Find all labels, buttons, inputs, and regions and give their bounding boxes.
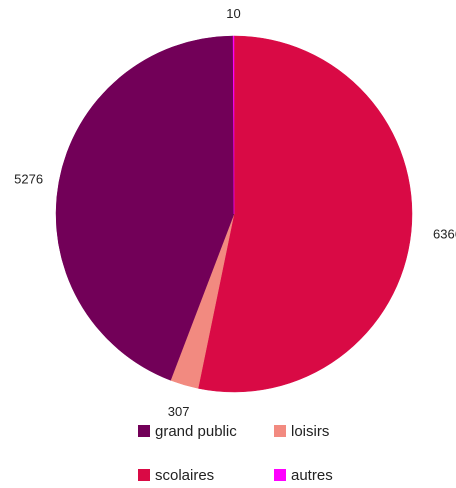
legend-item-autres: autres [274, 467, 333, 484]
data-label-autres: 10 [226, 6, 240, 21]
legend-label-autres: autres [291, 467, 333, 484]
legend-label-loisirs: loisirs [291, 423, 329, 440]
legend-label-grand-public: grand public [155, 423, 237, 440]
pie-slice-autres [232, 35, 235, 215]
data-label-grand-public: 5276 [14, 171, 43, 186]
legend-item-scolaires: scolaires [138, 467, 214, 484]
legend-swatch-autres [274, 469, 286, 481]
data-label-loisirs: 307 [168, 404, 190, 419]
legend: grand public loisirs scolaires autres [138, 423, 333, 484]
legend-item-grand-public: grand public [138, 423, 237, 440]
legend-item-loisirs: loisirs [274, 423, 329, 440]
pie-slice-grand-public [55, 35, 235, 381]
legend-swatch-scolaires [138, 469, 150, 481]
pie-slices [55, 35, 413, 393]
data-labels: 6366 307 5276 10 [14, 6, 456, 419]
data-label-scolaires: 6366 [433, 226, 456, 241]
pie-slice-scolaires [197, 35, 413, 393]
legend-label-scolaires: scolaires [155, 467, 214, 484]
legend-swatch-loisirs [274, 425, 286, 437]
legend-swatch-grand-public [138, 425, 150, 437]
